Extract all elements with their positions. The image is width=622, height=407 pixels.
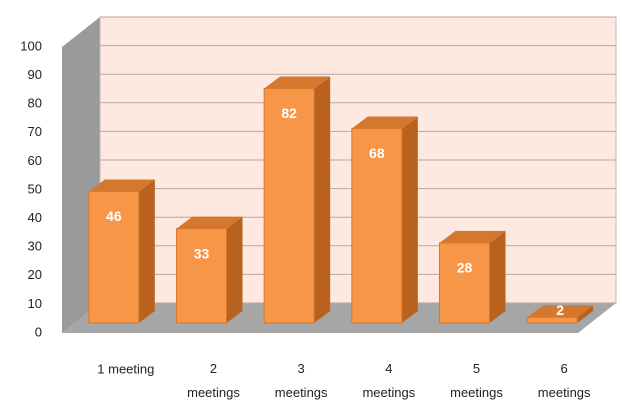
value-label: 33 — [194, 245, 210, 261]
bar — [176, 216, 243, 324]
y-tick-label: 40 — [28, 210, 42, 225]
bar-side — [314, 76, 331, 323]
y-tick-label: 30 — [28, 239, 42, 254]
x-tick-label: 4 meetings — [362, 361, 415, 400]
value-label: 46 — [106, 208, 122, 224]
y-tick-label: 50 — [28, 181, 42, 196]
bar-front — [263, 87, 315, 324]
bar-top — [88, 179, 155, 192]
bar-front — [88, 190, 140, 324]
bar-top — [176, 216, 243, 229]
bar-side — [138, 179, 155, 323]
bar-side — [489, 230, 506, 323]
bar-top — [264, 76, 331, 89]
bar-front — [351, 128, 403, 324]
y-tick-label: 70 — [28, 124, 42, 139]
bar-top — [439, 230, 506, 243]
x-tick-label: 6 meetings — [538, 361, 591, 400]
x-tick-label: 1 meeting — [97, 361, 154, 376]
bar-front — [439, 242, 490, 324]
value-label: 28 — [457, 260, 473, 276]
x-tick-label: 2 meetings — [187, 361, 240, 400]
bar-side — [226, 216, 243, 323]
y-tick-label: 20 — [28, 267, 42, 282]
bar-side — [577, 305, 594, 323]
y-tick-label: 90 — [28, 67, 42, 82]
x-tick-label: 5 meetings — [450, 361, 503, 400]
bar — [439, 230, 506, 324]
bar-top — [351, 116, 418, 129]
bar-front — [526, 316, 578, 324]
bar-front — [176, 228, 227, 324]
value-label: 68 — [369, 145, 385, 161]
bar — [351, 116, 418, 324]
y-tick-label: 100 — [20, 38, 42, 53]
y-tick-label: 60 — [28, 153, 42, 168]
y-tick-label: 10 — [28, 296, 42, 311]
value-label: 2 — [556, 302, 564, 318]
bar-side — [401, 116, 418, 324]
bar-top — [527, 305, 594, 318]
value-label: 82 — [281, 105, 297, 121]
bar — [263, 76, 331, 324]
bar — [526, 305, 594, 324]
x-tick-label: 3 meetings — [275, 361, 328, 400]
y-tick-label: 0 — [35, 324, 42, 339]
y-tick-label: 80 — [28, 96, 42, 111]
bar — [88, 179, 155, 324]
